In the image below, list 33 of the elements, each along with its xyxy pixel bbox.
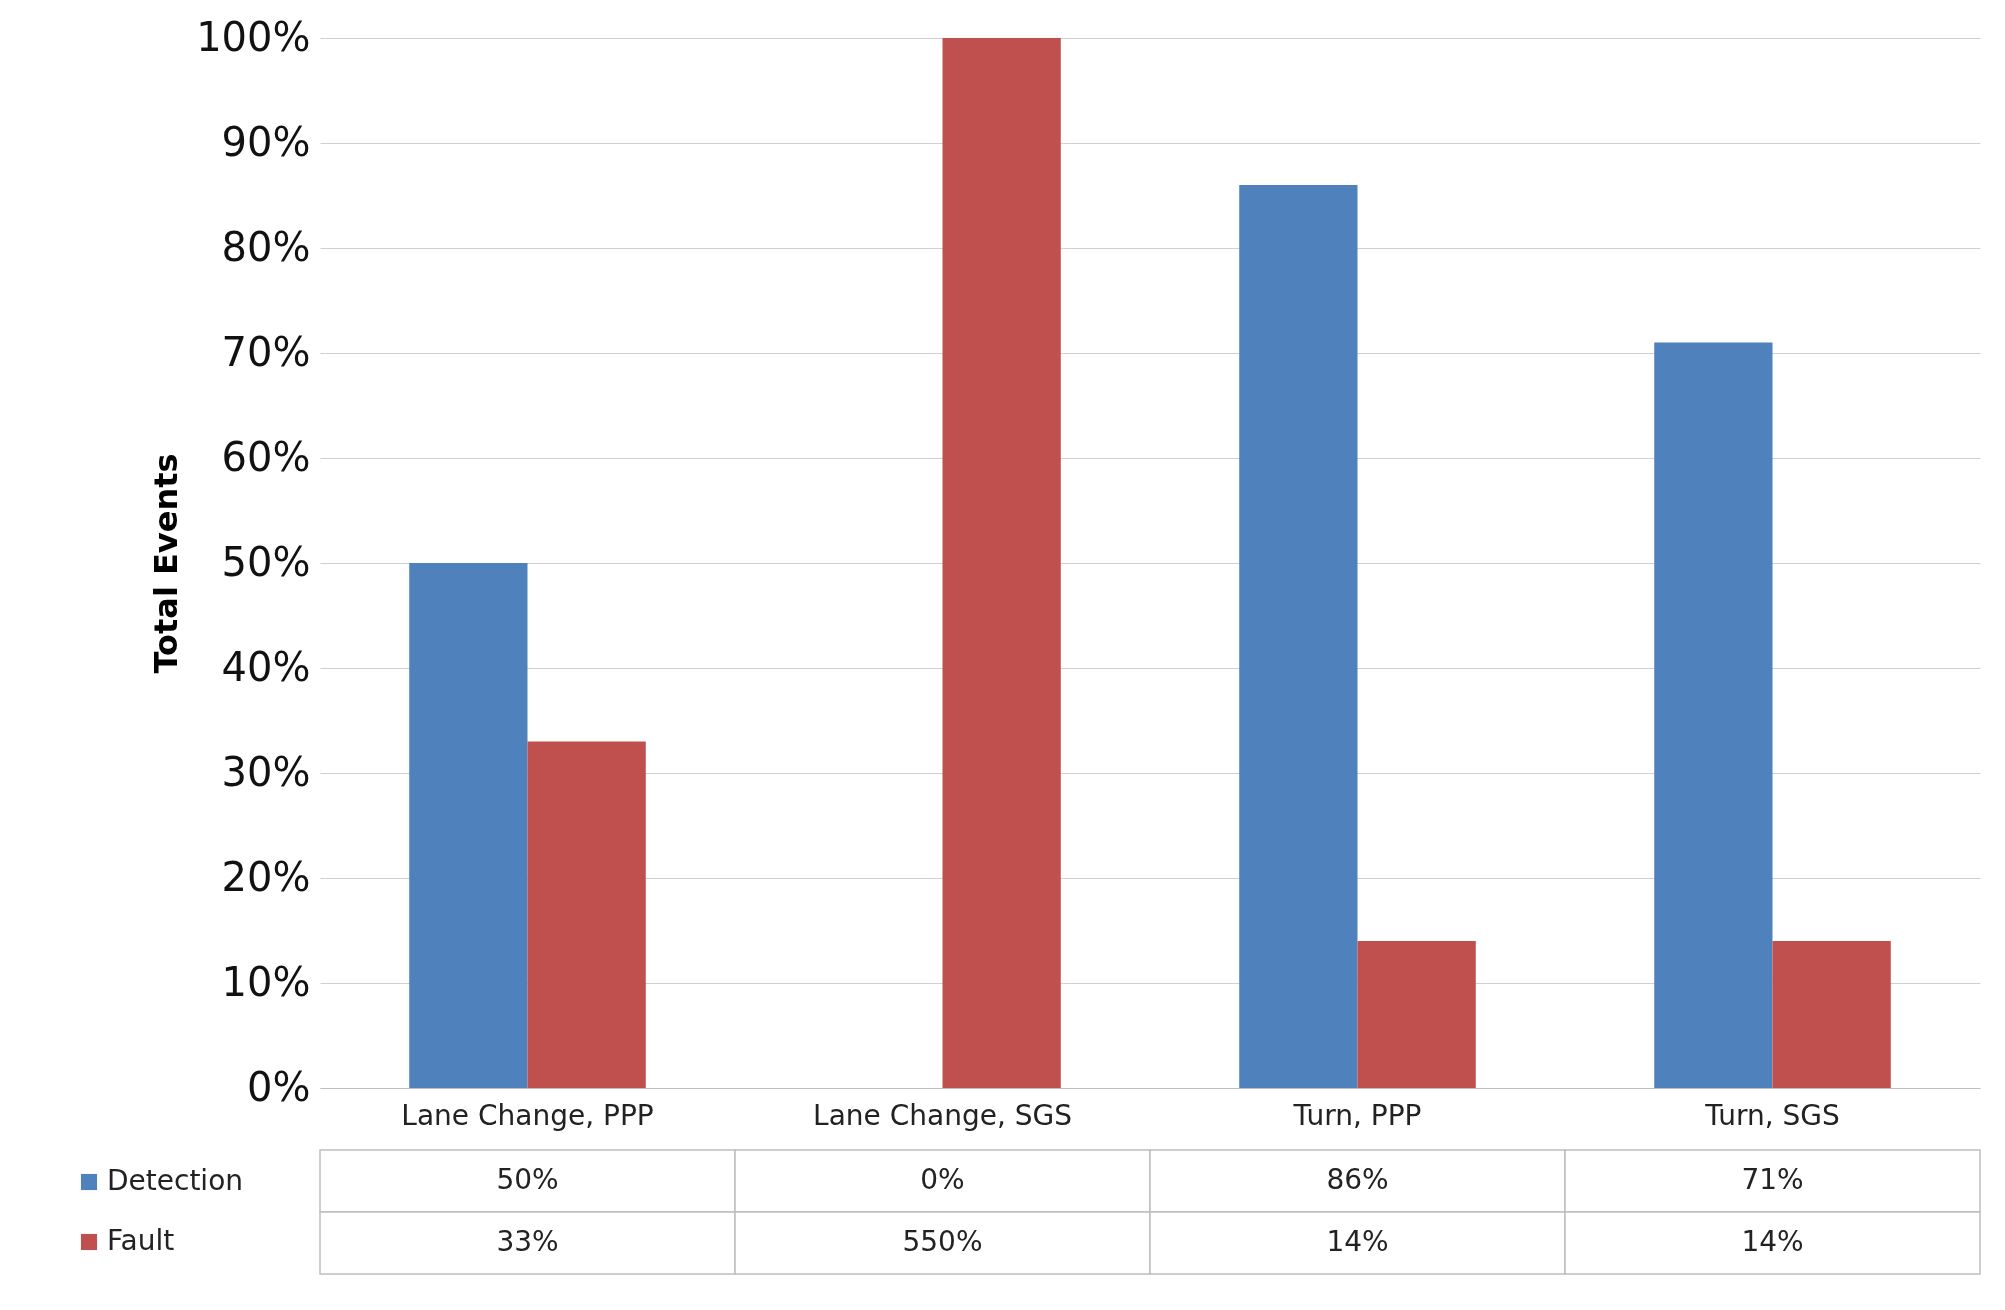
- data-label: 14%: [1741, 1225, 1804, 1258]
- data-label: 0%: [920, 1163, 965, 1196]
- y-tick-label: 30%: [221, 748, 311, 795]
- data-label: 33%: [496, 1225, 559, 1258]
- y-tick-label: 60%: [221, 433, 311, 480]
- y-tick-label: 100%: [196, 13, 311, 60]
- bar: [942, 38, 1061, 1088]
- x-tick-label: Turn, PPP: [1292, 1098, 1422, 1132]
- data-label: 14%: [1326, 1225, 1389, 1258]
- bar: [1239, 185, 1358, 1088]
- bar: [1772, 941, 1891, 1088]
- bar: [527, 741, 646, 1088]
- y-tick-label: 0%: [247, 1063, 311, 1110]
- y-tick-label: 80%: [221, 223, 311, 270]
- legend-label: Detection: [107, 1164, 244, 1197]
- y-tick-label: 20%: [221, 853, 311, 900]
- legend-label: Fault: [107, 1224, 175, 1257]
- data-label: 86%: [1326, 1163, 1389, 1196]
- y-tick-label: 90%: [221, 118, 311, 165]
- y-axis-title: Total Events: [147, 453, 186, 674]
- x-tick-label: Lane Change, PPP: [401, 1098, 654, 1132]
- y-tick-label: 70%: [221, 328, 311, 375]
- data-label: 50%: [496, 1163, 559, 1196]
- data-label: 71%: [1741, 1163, 1804, 1196]
- x-tick-label: Lane Change, SGS: [813, 1098, 1072, 1132]
- y-tick-label: 40%: [221, 643, 311, 690]
- bar: [1654, 342, 1773, 1088]
- x-tick-label: Turn, SGS: [1704, 1098, 1840, 1132]
- bar: [1357, 941, 1476, 1088]
- text: 550%: [902, 1225, 983, 1258]
- y-tick-label: 10%: [221, 958, 311, 1005]
- bar: [409, 563, 528, 1088]
- y-tick-label: 50%: [221, 538, 311, 585]
